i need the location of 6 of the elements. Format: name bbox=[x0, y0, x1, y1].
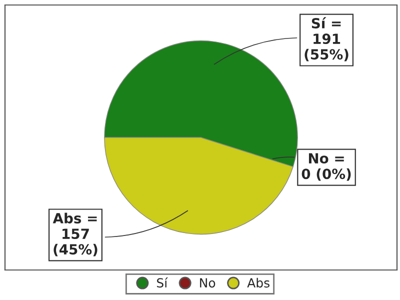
legend-label: Sí bbox=[156, 277, 168, 288]
data-label: Abs = 157 (45%) bbox=[52, 212, 98, 256]
text: No = 0 (0%) bbox=[302, 153, 351, 181]
legend-label: No bbox=[200, 278, 216, 288]
data-label: Sí = 191 (55%) bbox=[304, 17, 348, 62]
legend-label: Abs bbox=[247, 278, 270, 288]
